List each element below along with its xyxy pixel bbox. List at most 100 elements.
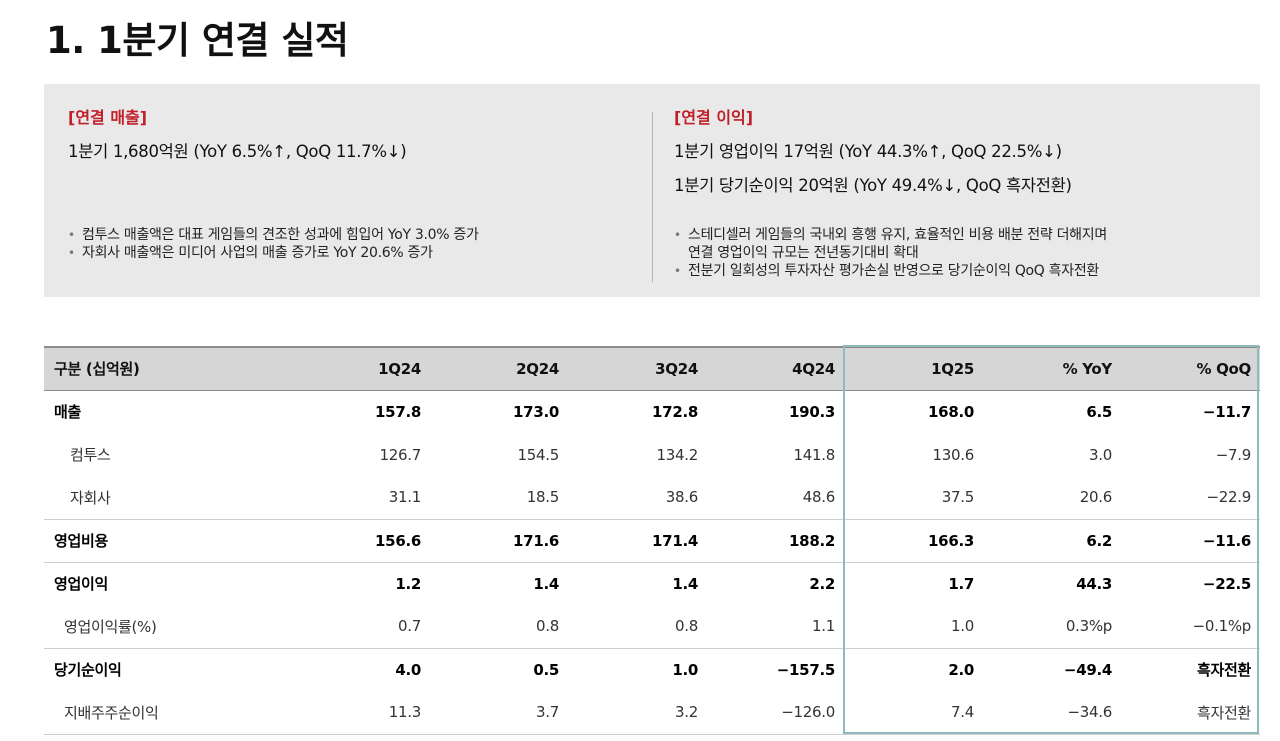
cell-3q24: 3.2: [568, 691, 707, 735]
profit-bullet-2: 전분기 일회성의 투자자산 평가손실 반영으로 당기순이익 QoQ 흑자전환: [674, 262, 1107, 280]
operating-profit-headline: 1분기 영업이익 17억원 (YoY 44.3%↑, QoQ 22.5%↓): [674, 142, 1062, 161]
net-profit-headline: 1분기 당기순이익 20억원 (YoY 49.4%↓, QoQ 흑자전환): [674, 176, 1072, 195]
cell-4q24: 1.1: [812, 617, 835, 636]
cell-qoq: −22.5: [1121, 561, 1260, 605]
cell-qoq: −11.6: [1121, 518, 1260, 562]
cell-qoq: 흑자전환: [1121, 691, 1260, 735]
cell-2q24: 171.6: [430, 518, 568, 562]
cell-1q24: 157.8: [375, 402, 421, 421]
cell-3q24: 171.4: [568, 518, 707, 562]
cell-1q24: 0.7: [398, 617, 421, 636]
cell-yoy: 6.2: [983, 518, 1121, 562]
header-category: 구분 (십억원): [44, 346, 244, 391]
cell-yoy: −34.6: [983, 691, 1121, 735]
table-header-row: 구분 (십억원) 1Q24 2Q24 3Q24 4Q24 1Q25 % YoY …: [44, 346, 1260, 391]
cell-4q24: 141.8: [793, 445, 836, 464]
revenue-bullet-2: 자회사 매출액은 미디어 사업의 매출 증가로 YoY 20.6% 증가: [68, 244, 479, 262]
profit-bullet-1-line-2: 연결 영업이익 규모는 전년동기대비 확대: [688, 245, 919, 261]
cell-yoy: 3.0: [1089, 445, 1112, 464]
cell-1q24: 31.1: [388, 488, 422, 507]
cell-qoq: −11.7: [1202, 402, 1251, 421]
header-2q24: 2Q24: [430, 346, 568, 391]
cell-yoy: 6.5: [1086, 402, 1112, 421]
cell-1q25: 1.0: [951, 617, 974, 636]
cell-1q24: 1.2: [244, 561, 430, 605]
row-label: 지배주주순이익: [44, 691, 244, 735]
header-3q24: 3Q24: [568, 346, 707, 391]
cell-2q24: 0.5: [430, 647, 568, 691]
cell-1q25: 37.5: [941, 488, 975, 507]
revenue-heading: [연결 매출]: [68, 108, 148, 127]
table-row-operating-expenses: 영업비용 156.6 171.6 171.4 188.2 166.3 6.2 −…: [44, 518, 1260, 562]
profit-bullets: 스테디셀러 게임들의 국내외 흥행 유지, 효율적인 비용 배분 전략 더해지며…: [674, 226, 1107, 280]
revenue-bullet-1: 컴투스 매출액은 대표 게임들의 견조한 성과에 힘입어 YoY 3.0% 증가: [68, 226, 479, 244]
row-label: 매출: [54, 403, 82, 422]
cell-3q24: 172.8: [652, 402, 698, 421]
cell-2q24: 173.0: [513, 402, 559, 421]
cell-1q25: 168.0: [928, 402, 974, 421]
profit-summary: [연결 이익] 1분기 영업이익 17억원 (YoY 44.3%↑, QoQ 2…: [674, 84, 1244, 297]
table-row-revenue: 매출 157.8 173.0 172.8 190.3 168.0 6.5 −11…: [44, 390, 1260, 433]
cell-4q24: 188.2: [707, 518, 844, 562]
cell-3q24: 1.0: [568, 647, 707, 691]
cell-2q24: 18.5: [526, 488, 560, 507]
cell-1q25: 1.7: [844, 561, 983, 605]
header-yoy: % YoY: [983, 346, 1121, 391]
cell-1q25: 7.4: [844, 691, 983, 735]
cell-yoy: 0.3%p: [1065, 617, 1112, 636]
page-title: 1. 1분기 연결 실적: [46, 19, 349, 62]
row-label: 자회사: [70, 488, 111, 507]
cell-1q25: 166.3: [844, 518, 983, 562]
cell-yoy: 44.3: [983, 561, 1121, 605]
table-row-operating-margin: 영업이익률(%) 0.7 0.8 0.8 1.1 1.0 0.3%p −0.1%…: [44, 605, 1260, 648]
header-4q24: 4Q24: [707, 346, 844, 391]
cell-4q24: −126.0: [707, 691, 844, 735]
revenue-summary: [연결 매출] 1분기 1,680억원 (YoY 6.5%↑, QoQ 11.7…: [68, 84, 648, 297]
cell-1q24: 11.3: [244, 691, 430, 735]
cell-qoq: 흑자전환: [1121, 647, 1260, 691]
row-label: 영업비용: [44, 518, 244, 562]
row-label: 영업이익률(%): [64, 617, 157, 636]
summary-box: [연결 매출] 1분기 1,680억원 (YoY 6.5%↑, QoQ 11.7…: [44, 84, 1260, 297]
profit-bullet-1-line-1: 스테디셀러 게임들의 국내외 흥행 유지, 효율적인 비용 배분 전략 더해지며: [688, 227, 1107, 243]
cell-3q24: 134.2: [656, 445, 699, 464]
cell-1q24: 4.0: [244, 647, 430, 691]
table-row-subsidiaries: 자회사 31.1 18.5 38.6 48.6 37.5 20.6 −22.9: [44, 476, 1260, 519]
cell-1q25: 130.6: [932, 445, 975, 464]
cell-2q24: 154.5: [517, 445, 560, 464]
cell-2q24: 3.7: [430, 691, 568, 735]
cell-yoy: −49.4: [983, 647, 1121, 691]
cell-4q24: −157.5: [707, 647, 844, 691]
row-label: 당기순이익: [44, 647, 244, 691]
table-row-net-income: 당기순이익 4.0 0.5 1.0 −157.5 2.0 −49.4 흑자전환: [44, 647, 1260, 691]
cell-1q24: 156.6: [244, 518, 430, 562]
cell-qoq: −7.9: [1215, 445, 1252, 464]
revenue-headline: 1분기 1,680억원 (YoY 6.5%↑, QoQ 11.7%↓): [68, 142, 407, 161]
summary-divider: [652, 112, 653, 282]
profit-heading: [연결 이익]: [674, 108, 754, 127]
cell-qoq: −0.1%p: [1192, 617, 1252, 636]
cell-3q24: 1.4: [568, 561, 707, 605]
table-row-operating-profit: 영업이익 1.2 1.4 1.4 2.2 1.7 44.3 −22.5: [44, 561, 1260, 605]
cell-1q24: 126.7: [379, 445, 422, 464]
cell-2q24: 1.4: [430, 561, 568, 605]
row-label: 컴투스: [70, 446, 111, 464]
header-qoq: % QoQ: [1121, 346, 1260, 391]
profit-bullet-1: 스테디셀러 게임들의 국내외 흥행 유지, 효율적인 비용 배분 전략 더해지며…: [674, 226, 1107, 262]
cell-4q24: 2.2: [707, 561, 844, 605]
row-label: 영업이익: [44, 561, 244, 605]
cell-3q24: 0.8: [675, 617, 698, 636]
cell-4q24: 190.3: [789, 402, 835, 421]
table-row-controlling-net-income: 지배주주순이익 11.3 3.7 3.2 −126.0 7.4 −34.6 흑자…: [44, 691, 1260, 735]
table-row-com2us: 컴투스 126.7 154.5 134.2 141.8 130.6 3.0 −7…: [44, 433, 1260, 476]
header-1q25: 1Q25: [844, 346, 983, 391]
results-table: 구분 (십억원) 1Q24 2Q24 3Q24 4Q24 1Q25 % YoY …: [44, 346, 1260, 735]
cell-2q24: 0.8: [536, 617, 559, 636]
cell-4q24: 48.6: [802, 488, 836, 507]
revenue-bullets: 컴투스 매출액은 대표 게임들의 견조한 성과에 힘입어 YoY 3.0% 증가…: [68, 226, 479, 262]
cell-3q24: 38.6: [665, 488, 699, 507]
cell-yoy: 20.6: [1079, 488, 1113, 507]
header-1q24: 1Q24: [244, 346, 430, 391]
cell-1q25: 2.0: [844, 647, 983, 691]
cell-qoq: −22.9: [1206, 488, 1252, 507]
